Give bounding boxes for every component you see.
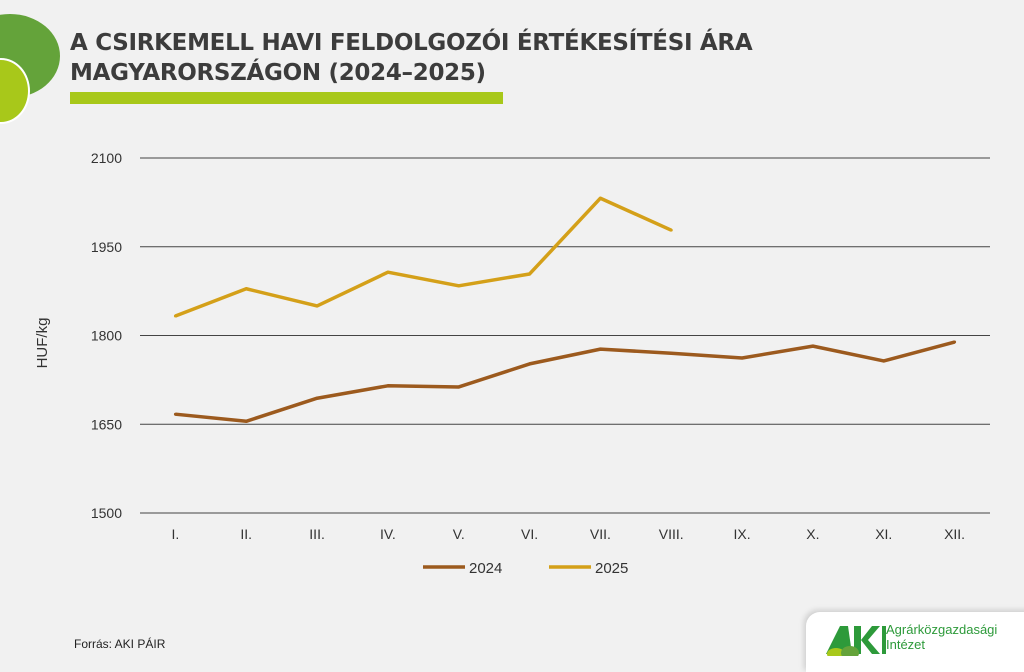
data-point-2024	[740, 356, 744, 360]
x-tick-label: III.	[309, 526, 325, 542]
data-point-2024	[173, 412, 177, 416]
data-point-2025	[244, 287, 248, 291]
x-tick-label: VII.	[590, 526, 611, 542]
y-tick-label: 1800	[91, 328, 122, 344]
logo-line-1: Agrárközgazdasági	[886, 622, 998, 637]
title-underline	[70, 92, 503, 104]
data-point-2025	[598, 196, 602, 200]
aki-logo: Agrárközgazdasági Intézet	[806, 612, 1024, 672]
data-point-2024	[386, 384, 390, 388]
x-tick-label: V.	[453, 526, 465, 542]
source-note: Forrás: AKI PÁIR	[74, 637, 166, 651]
series-line-2025	[174, 196, 672, 318]
data-point-2025	[528, 272, 532, 276]
data-point-2024	[669, 351, 673, 355]
data-point-2025	[669, 228, 673, 232]
x-tick-label: XI.	[875, 526, 892, 542]
x-tick-label: XII.	[944, 526, 965, 542]
y-axis-label: HUF/kg	[34, 318, 51, 369]
x-tick-label: IV.	[380, 526, 396, 542]
data-point-2024	[244, 419, 248, 423]
logo-line-2: Intézet	[886, 637, 926, 652]
data-point-2024	[598, 347, 602, 351]
x-tick-label: VIII.	[659, 526, 684, 542]
title-line-1: A CSIRKEMELL HAVI FELDOLGOZÓI ÉRTÉKESÍTÉ…	[70, 30, 753, 56]
y-tick-label: 2100	[91, 150, 122, 166]
aki-logo-icon	[826, 626, 886, 660]
data-point-2025	[457, 284, 461, 288]
data-point-2025	[386, 270, 390, 274]
data-point-2025	[315, 304, 319, 308]
data-point-2024	[953, 340, 957, 344]
y-tick-label: 1650	[91, 416, 122, 432]
y-tick-label: 1500	[91, 505, 122, 521]
series-line-2024	[175, 340, 956, 424]
y-tick-label: 1950	[91, 239, 122, 255]
logo-text: Agrárközgazdasági Intézet	[886, 622, 997, 652]
data-point-2024	[811, 344, 815, 348]
data-point-2024	[882, 359, 886, 363]
data-point-2024	[528, 362, 532, 366]
data-point-2024	[315, 396, 319, 400]
x-tick-label: IX.	[734, 526, 751, 542]
data-point-2024	[457, 385, 461, 389]
x-tick-label: II.	[240, 526, 252, 542]
x-tick-label: X.	[806, 526, 819, 542]
title-line-2: MAGYARORSZÁGON (2024–2025)	[70, 60, 486, 86]
legend-label-2025: 2025	[595, 560, 628, 577]
logo-mark	[826, 622, 886, 664]
x-tick-label: I.	[172, 526, 180, 542]
legend-label-2024: 2024	[469, 560, 502, 577]
x-tick-label: VI.	[521, 526, 538, 542]
chart-title: A CSIRKEMELL HAVI FELDOLGOZÓI ÉRTÉKESÍTÉ…	[70, 28, 753, 88]
data-point-2025	[173, 314, 177, 318]
